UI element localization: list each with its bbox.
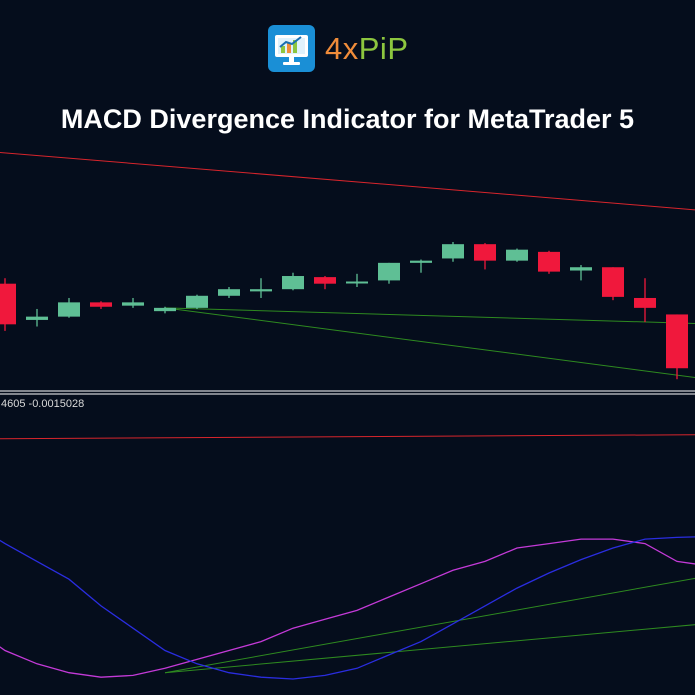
candle-body-7 bbox=[218, 289, 240, 296]
candle-body-4 bbox=[122, 302, 144, 306]
candle-body-12 bbox=[378, 262, 400, 281]
brand-prefix: 4x bbox=[325, 30, 359, 66]
price-trendline-red-0 bbox=[0, 151, 695, 211]
candle-body-15 bbox=[474, 244, 496, 261]
candle-body-9 bbox=[282, 276, 304, 290]
candle-body-8 bbox=[250, 289, 272, 292]
candle-body-11 bbox=[346, 281, 368, 284]
candle-body-2 bbox=[58, 302, 80, 317]
brand-suffix: PiP bbox=[358, 30, 409, 66]
candle-body-21 bbox=[666, 314, 688, 369]
candle-body-20 bbox=[634, 297, 656, 308]
macd-trendline-green-0 bbox=[164, 577, 695, 674]
monitor-chart-icon bbox=[268, 25, 315, 72]
price-trendline-green-2 bbox=[164, 307, 695, 378]
candle-body-17 bbox=[538, 251, 560, 272]
candle-body-16 bbox=[506, 249, 528, 261]
candle-body-10 bbox=[314, 277, 336, 284]
candle-body-14 bbox=[442, 244, 464, 259]
price-trendline-green-1 bbox=[164, 307, 695, 324]
macd-values-readout: 4605 -0.0015028 bbox=[1, 398, 85, 410]
candle-body-18 bbox=[570, 267, 592, 271]
candle-body-19 bbox=[602, 267, 624, 297]
candle-body-5 bbox=[154, 307, 176, 312]
macd-trendline-green-1 bbox=[164, 624, 695, 674]
brand-wordmark: 4xPiP bbox=[325, 31, 409, 67]
page-title: MACD Divergence Indicator for MetaTrader… bbox=[60, 104, 635, 134]
candle-body-1 bbox=[26, 316, 48, 320]
candle-body-3 bbox=[90, 302, 112, 307]
macd-series-signal bbox=[0, 536, 695, 680]
macd-series-macd bbox=[0, 538, 695, 678]
candle-body-0 bbox=[0, 283, 16, 325]
candle-body-6 bbox=[186, 295, 208, 308]
brand-logo: 4xPiP bbox=[268, 25, 409, 72]
candle-body-13 bbox=[410, 260, 432, 263]
macd-reference-level bbox=[0, 434, 695, 440]
